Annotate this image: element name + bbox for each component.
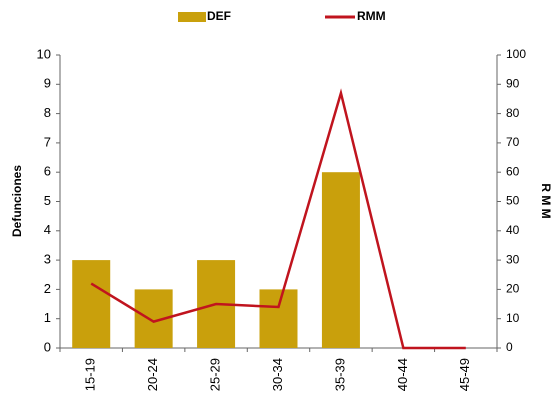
y2-tick-label: 70 [506,135,520,149]
y2-tick-label: 100 [506,47,526,61]
x-tick-label: 40-44 [395,358,410,391]
legend-swatch [178,12,206,22]
y-tick-label: 7 [44,134,51,149]
y2-tick-label: 90 [506,76,520,90]
y-tick-label: 5 [44,193,51,208]
y-tick-label: 10 [37,46,51,61]
line [90,88,466,350]
y-tick-label: 0 [44,339,51,354]
bar [321,172,360,348]
y2-tick-label: 20 [506,282,520,296]
y2-tick-label: 0 [506,340,513,354]
y2-tick-label: 40 [506,223,520,237]
y-tick-label: 4 [44,222,51,237]
y2-tick-label: 30 [506,252,520,266]
y-tick-label: 9 [44,76,51,91]
x-tick-label: 35-39 [332,358,347,391]
x-tick-label: 30-34 [270,358,285,391]
x-tick-label: 45-49 [457,358,472,391]
x-tick-label: 25-29 [208,358,223,391]
y2-axis-label: R M M [539,183,552,218]
y-tick-label: 1 [44,310,51,325]
bar [259,289,298,348]
y2-tick-label: 50 [506,194,520,208]
x-tick-label: 20-24 [145,358,160,391]
y2-tick-label: 80 [506,106,520,120]
y-tick-label: 8 [44,105,51,120]
y-tick-label: 6 [44,164,51,179]
y2-tick-label: 10 [506,311,520,325]
legend-label: DEF [207,9,231,23]
y-axis-label: Defunciones [10,165,24,237]
y2-tick-label: 60 [506,164,520,178]
x-tick-label: 15-19 [83,358,98,391]
y-tick-label: 2 [44,281,51,296]
legend-label: RMM [357,9,386,23]
bar [72,260,111,348]
y-tick-label: 3 [44,252,51,267]
